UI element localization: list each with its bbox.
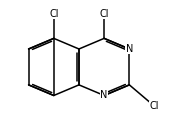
Text: Cl: Cl	[49, 9, 58, 19]
Text: N: N	[126, 44, 133, 54]
Text: Cl: Cl	[99, 9, 109, 19]
Text: Cl: Cl	[150, 101, 159, 111]
Text: N: N	[100, 91, 108, 100]
